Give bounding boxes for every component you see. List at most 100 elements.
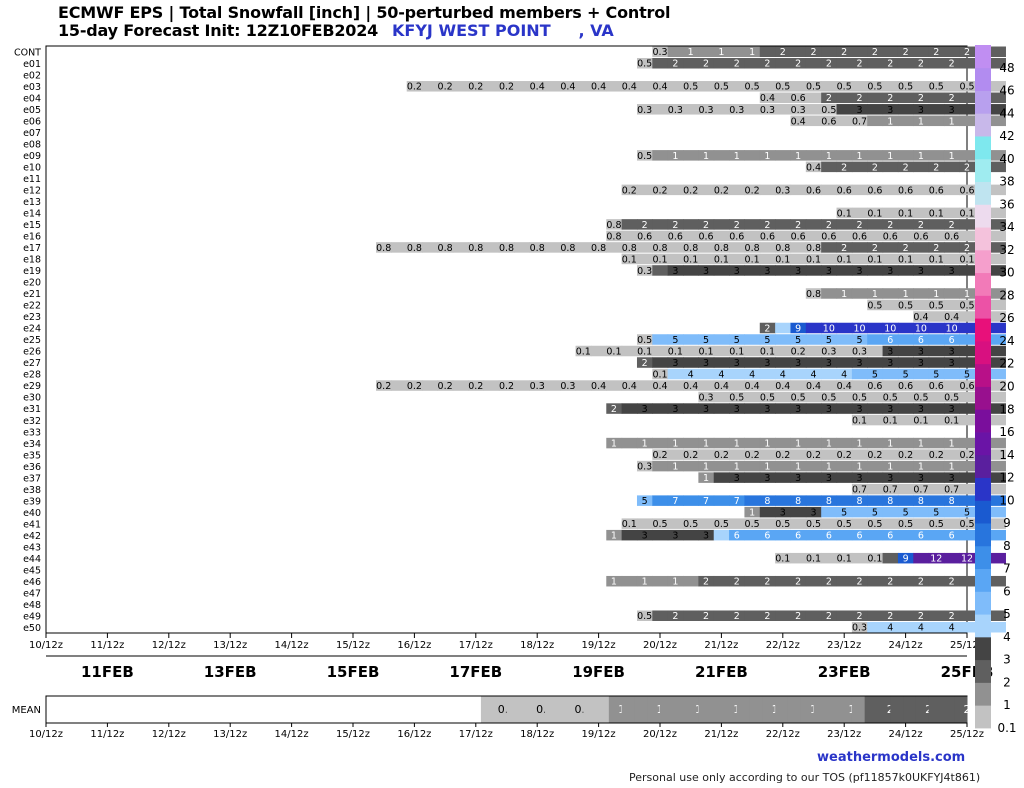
legend-label: 8 xyxy=(1003,539,1011,553)
member-label-e22: e22 xyxy=(23,301,41,312)
member-cell xyxy=(713,357,730,368)
cell-value: 0.5 xyxy=(637,335,652,346)
legend-swatch xyxy=(975,136,991,160)
mean-x-tick-label: 18/12z xyxy=(520,729,554,740)
member-cell xyxy=(928,380,945,391)
cell-value: 2 xyxy=(918,577,924,588)
cell-value: 0.1 xyxy=(760,346,775,357)
cell-value: 2 xyxy=(826,93,832,104)
member-cell xyxy=(652,610,669,621)
cell-value: 0.5 xyxy=(683,519,698,530)
member-cell xyxy=(943,161,960,173)
member-cell xyxy=(759,506,776,518)
member-cell xyxy=(836,552,853,564)
cell-value: 2 xyxy=(826,59,832,70)
cell-value: 2 xyxy=(642,220,648,231)
member-cell xyxy=(652,368,669,380)
member-cell xyxy=(990,207,1006,219)
member-cell xyxy=(775,357,792,368)
member-cell xyxy=(990,483,1006,495)
member-cell xyxy=(943,380,960,391)
member-cell xyxy=(897,46,914,58)
member-cell xyxy=(744,58,761,69)
member-cell xyxy=(959,265,976,276)
member-label-e12: e12 xyxy=(23,186,41,197)
cell-value: 1 xyxy=(795,439,801,450)
member-cell xyxy=(867,150,884,161)
cell-value: 2 xyxy=(764,323,770,334)
member-cell xyxy=(652,495,669,506)
mean-x-tick-label: 22/12z xyxy=(766,729,800,740)
mean-cell xyxy=(711,696,725,723)
member-cell xyxy=(959,575,976,587)
cell-value: 0.6 xyxy=(867,381,882,392)
member-cell xyxy=(821,219,838,230)
cell-value: 2 xyxy=(764,611,770,622)
member-cell xyxy=(836,380,853,391)
member-cell xyxy=(897,610,914,621)
member-cell xyxy=(836,242,853,253)
member-cell xyxy=(959,506,976,518)
member-cell xyxy=(821,437,838,449)
member-cell xyxy=(775,265,792,276)
cell-value: 3 xyxy=(703,266,709,277)
member-cell xyxy=(821,161,838,173)
member-label-e49: e49 xyxy=(23,611,41,622)
cell-value: 0.6 xyxy=(913,231,928,242)
member-cell xyxy=(851,288,868,299)
cell-value: 3 xyxy=(734,473,740,484)
member-cell xyxy=(990,345,1006,357)
chart-subtitle: 15-day Forecast Init: 12Z10FEB2024 xyxy=(58,21,379,40)
member-cell xyxy=(990,506,1006,518)
member-cell xyxy=(652,81,669,92)
cell-value: 0.1 xyxy=(576,346,591,357)
member-cell xyxy=(729,391,746,403)
cell-value: 0.5 xyxy=(929,82,944,93)
member-cell xyxy=(698,345,715,357)
member-cell xyxy=(759,253,776,265)
member-cell xyxy=(851,207,868,219)
member-cell xyxy=(713,219,730,230)
member-cell xyxy=(575,242,592,253)
member-cell xyxy=(775,368,792,380)
member-cell xyxy=(897,299,914,311)
cell-value: 0.2 xyxy=(745,450,760,461)
member-cell xyxy=(836,115,853,127)
cell-value: 2 xyxy=(703,59,709,70)
cell-value: 3 xyxy=(826,473,832,484)
legend-label: 44 xyxy=(999,106,1014,120)
site-credit[interactable]: weathermodels.com xyxy=(817,750,966,765)
member-cell xyxy=(882,161,899,173)
cell-value: 3 xyxy=(887,404,893,415)
member-cell xyxy=(913,288,930,299)
member-cell xyxy=(897,345,914,357)
member-cell xyxy=(683,219,699,230)
member-cell xyxy=(514,380,531,391)
member-cell xyxy=(943,460,960,472)
cell-value: 3 xyxy=(764,473,770,484)
member-cell xyxy=(821,230,838,242)
member-cell xyxy=(959,483,976,495)
mean-cell xyxy=(647,696,661,723)
cell-value: 0.5 xyxy=(729,393,744,404)
member-cell xyxy=(867,621,884,633)
member-cell xyxy=(636,518,653,529)
member-cell xyxy=(544,380,561,391)
cell-value: 7 xyxy=(734,496,740,507)
member-cell xyxy=(667,610,684,621)
member-cell xyxy=(928,391,945,403)
member-cell xyxy=(821,391,838,403)
member-cell xyxy=(851,472,868,483)
member-cell xyxy=(928,345,945,357)
legend-label: 34 xyxy=(999,220,1014,234)
member-cell xyxy=(805,449,822,460)
cell-value: 1 xyxy=(857,439,863,450)
cell-value: 2 xyxy=(795,577,801,588)
member-cell xyxy=(959,230,976,242)
member-cell xyxy=(959,81,976,92)
cell-value: 0.6 xyxy=(959,185,974,196)
legend-swatch xyxy=(975,523,991,547)
member-cell xyxy=(836,472,853,483)
cell-value: 3 xyxy=(918,358,924,369)
member-cell xyxy=(775,472,792,483)
